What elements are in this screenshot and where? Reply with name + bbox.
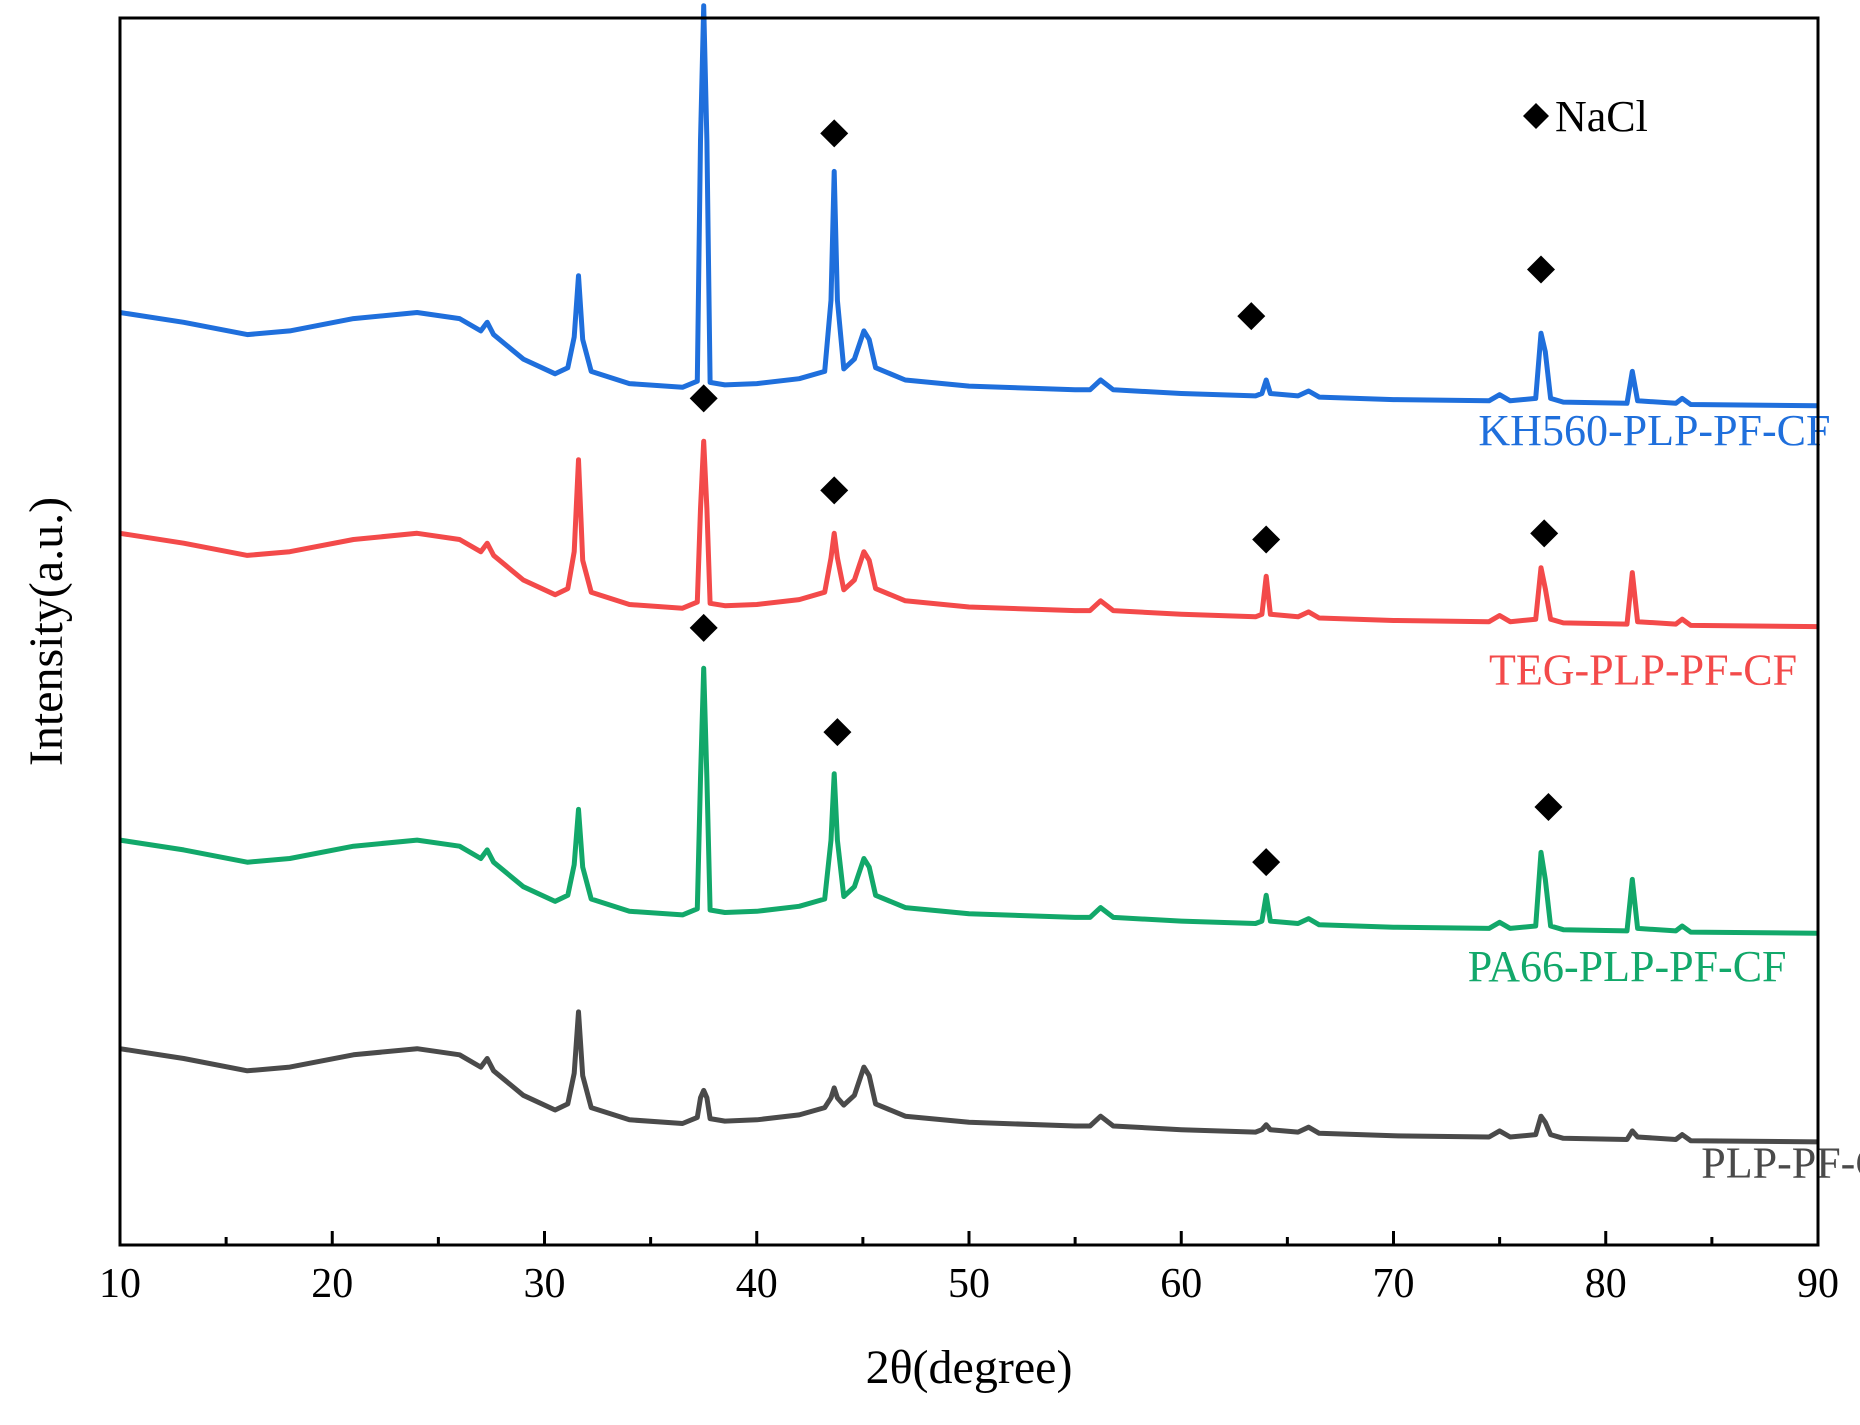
legend: NaCl bbox=[1523, 92, 1648, 141]
x-tick-label: 70 bbox=[1373, 1261, 1415, 1307]
y-axis-title: Intensity(a.u.) bbox=[20, 497, 73, 766]
series-label-pa66-plp-pf-cf: PA66-PLP-PF-CF bbox=[1468, 942, 1787, 991]
nacl-diamond-marker bbox=[1237, 302, 1266, 331]
legend-diamond-icon bbox=[1523, 103, 1549, 129]
series-label-kh560-plp-pf-cf: KH560-PLP-PF-CF bbox=[1478, 406, 1830, 455]
series-label-plp-pf-cf: PLP-PF-CF bbox=[1701, 1139, 1860, 1188]
nacl-diamond-marker bbox=[823, 718, 852, 747]
nacl-marker-layer bbox=[689, 119, 1563, 877]
x-tick-label: 90 bbox=[1797, 1261, 1839, 1307]
nacl-diamond-marker bbox=[1252, 525, 1281, 554]
nacl-diamond-marker bbox=[1252, 848, 1281, 877]
nacl-diamond-marker bbox=[1527, 255, 1556, 284]
nacl-diamond-marker bbox=[1530, 519, 1559, 548]
legend-label: NaCl bbox=[1555, 92, 1648, 141]
series-line-pa66-plp-pf-cf bbox=[119, 665, 1819, 936]
series-line-kh560-plp-pf-cf bbox=[119, 3, 1819, 409]
nacl-diamond-marker bbox=[820, 476, 849, 505]
x-tick-label: 60 bbox=[1160, 1261, 1202, 1307]
series-label-layer: KH560-PLP-PF-CF TEG-PLP-PF-CF PA66-PLP-PF-… bbox=[1468, 406, 1860, 1188]
x-tick-label: 40 bbox=[736, 1261, 778, 1307]
x-tick-label: 10 bbox=[99, 1261, 141, 1307]
series-line-plp-pf-cf bbox=[119, 1009, 1819, 1145]
x-tick-label: 50 bbox=[948, 1261, 990, 1307]
x-tick-label: 20 bbox=[311, 1261, 353, 1307]
nacl-diamond-marker bbox=[820, 119, 849, 148]
series-label-teg-plp-pf-cf: TEG-PLP-PF-CF bbox=[1489, 645, 1797, 694]
x-tick-label: 30 bbox=[524, 1261, 566, 1307]
x-axis-title: 2θ(degree) bbox=[866, 1341, 1073, 1394]
nacl-diamond-marker bbox=[689, 613, 718, 642]
axis-layer: 10 20 30 40 50 60 70 80 90 bbox=[99, 16, 1839, 1307]
x-tick-label: 80 bbox=[1585, 1261, 1627, 1307]
series-layer bbox=[119, 3, 1819, 1145]
nacl-diamond-marker bbox=[1534, 792, 1563, 821]
plot-frame bbox=[118, 16, 1820, 1247]
series-line-teg-plp-pf-cf bbox=[119, 438, 1819, 630]
nacl-diamond-marker bbox=[689, 384, 718, 413]
